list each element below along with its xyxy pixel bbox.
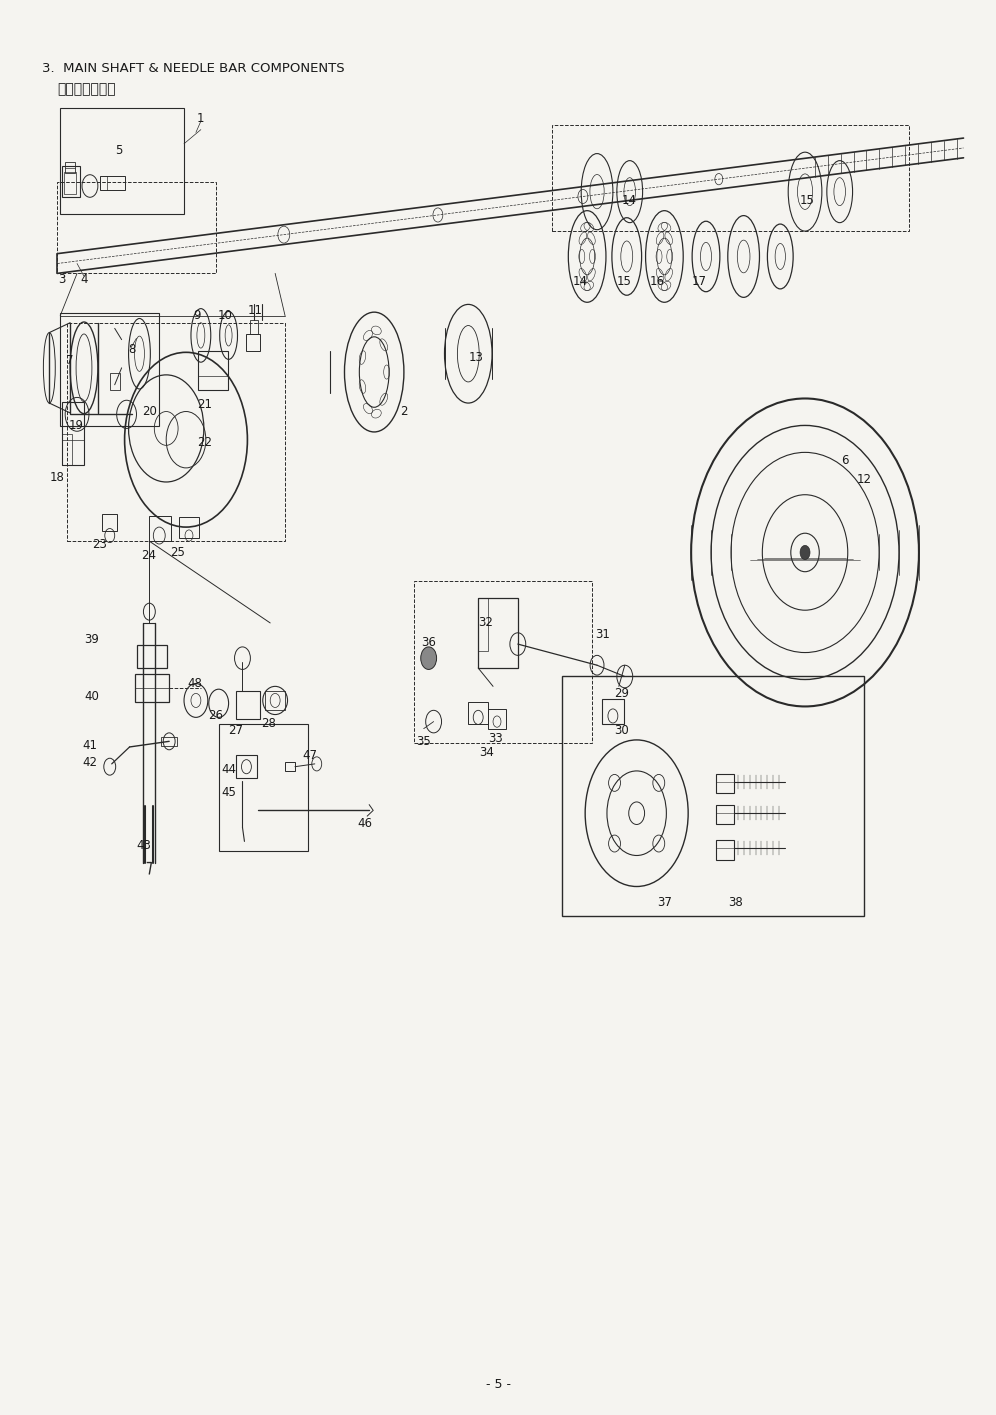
Text: 42: 42 [83,756,98,768]
Bar [62,167,80,197]
Bar [60,313,159,426]
Bar [67,323,285,541]
Text: 4: 4 [81,273,88,286]
Text: 18: 18 [50,471,65,484]
Text: 41: 41 [83,739,98,751]
Bar [100,175,124,190]
Bar [250,320,258,334]
Text: 30: 30 [615,723,629,737]
Bar [149,516,171,541]
Bar [60,109,184,214]
Text: 39: 39 [85,634,100,647]
Text: 13: 13 [469,351,484,365]
Text: - 5 -: - 5 - [485,1378,511,1391]
Text: 44: 44 [221,763,236,775]
Text: 14: 14 [573,276,588,289]
Text: 29: 29 [615,686,629,700]
Text: 9: 9 [193,308,200,323]
Text: 7: 7 [67,354,74,368]
Text: 46: 46 [358,816,373,829]
Bar [478,597,488,651]
Text: 43: 43 [136,839,150,852]
Bar [235,756,257,778]
Text: 48: 48 [187,676,202,691]
Bar [602,699,623,724]
Text: 3: 3 [59,273,66,286]
Text: 15: 15 [617,276,631,289]
Bar [488,709,506,729]
Circle shape [420,647,436,669]
Text: 45: 45 [221,785,236,798]
Text: 12: 12 [857,473,872,485]
Bar [62,402,84,466]
Bar [57,181,216,273]
Bar [563,676,865,916]
Text: 10: 10 [217,308,232,323]
Text: 5: 5 [115,144,123,157]
Text: 11: 11 [248,304,263,317]
Bar [64,171,76,194]
Text: 23: 23 [93,538,108,550]
Bar [716,805,734,825]
Text: 15: 15 [800,194,815,207]
Text: 21: 21 [197,398,212,410]
Text: 14: 14 [622,194,636,207]
Bar [246,334,260,351]
Bar [198,351,228,391]
Bar [285,763,295,771]
Bar [468,702,488,724]
Text: 17: 17 [691,276,706,289]
Bar [135,674,169,702]
Text: 1: 1 [197,112,204,125]
Text: 47: 47 [303,749,318,761]
Text: 27: 27 [228,723,243,737]
Bar [219,724,308,852]
Text: 22: 22 [197,436,212,449]
Text: 32: 32 [478,617,493,630]
Text: 31: 31 [596,628,611,641]
Bar [137,645,167,668]
Text: 40: 40 [85,689,100,703]
Bar [413,580,592,743]
Text: 25: 25 [169,546,184,559]
Text: 24: 24 [140,549,155,562]
Text: 3.  MAIN SHAFT & NEEDLE BAR COMPONENTS: 3. MAIN SHAFT & NEEDLE BAR COMPONENTS [43,62,345,75]
Text: 6: 6 [841,454,849,467]
Text: 16: 16 [650,276,665,289]
Bar [553,126,909,231]
Bar [102,515,117,531]
Text: 36: 36 [421,637,436,649]
Bar [265,691,285,710]
Bar [110,374,120,391]
Circle shape [800,545,810,559]
Bar [235,691,260,719]
Text: 2: 2 [400,405,407,417]
Text: 19: 19 [69,419,84,432]
Bar [716,774,734,794]
Text: 20: 20 [141,405,156,417]
Text: 37: 37 [657,896,672,908]
Text: 34: 34 [479,746,494,758]
Text: 8: 8 [127,342,135,357]
Bar [65,163,75,173]
Text: 26: 26 [208,709,223,723]
Bar [161,737,177,746]
Text: 38: 38 [728,896,743,908]
Bar [62,434,72,466]
Text: 上軸・针棒関係: 上軸・针棒関係 [57,82,116,96]
Text: 35: 35 [416,734,431,747]
Bar [716,841,734,860]
Text: 28: 28 [261,716,276,730]
Text: 33: 33 [489,732,503,746]
Bar [478,597,518,668]
Bar [179,518,199,538]
